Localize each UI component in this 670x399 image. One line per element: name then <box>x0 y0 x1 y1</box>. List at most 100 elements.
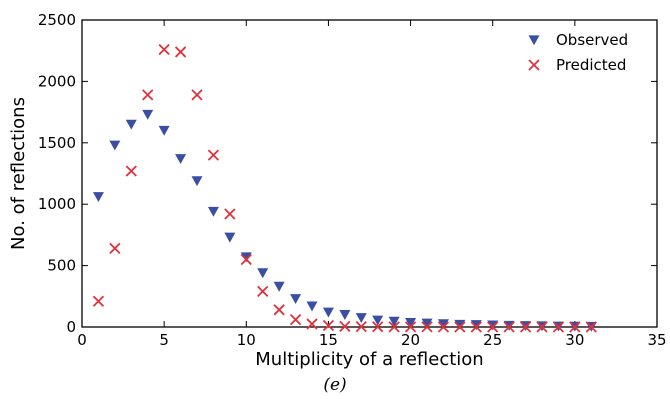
x-tick-label: 5 <box>159 331 169 349</box>
y-tick-label: 2500 <box>38 11 76 29</box>
x-marker-stroke <box>487 321 499 333</box>
x-marker-stroke <box>92 295 105 307</box>
predicted-point <box>191 89 203 101</box>
observed-point <box>125 119 137 130</box>
predicted-point <box>339 320 351 333</box>
x-tick-label: 10 <box>237 331 256 349</box>
x-marker-stroke <box>224 208 236 220</box>
predicted-point <box>404 321 417 333</box>
legend-predicted-marker <box>528 59 540 71</box>
x-marker-stroke <box>174 46 187 58</box>
predicted-point <box>355 320 367 333</box>
x-marker-stroke <box>322 319 335 332</box>
observed-point <box>273 281 285 292</box>
predicted-point <box>109 242 121 255</box>
x-marker-stroke <box>404 321 417 333</box>
legend-observed-marker <box>528 35 540 46</box>
observed-point <box>487 320 499 331</box>
predicted-point <box>372 321 384 333</box>
x-tick-label: 0 <box>77 331 87 349</box>
x-marker-stroke <box>421 321 433 333</box>
predicted-point <box>569 321 581 333</box>
predicted-point <box>158 43 170 56</box>
legend-entry-observed: Observed <box>528 31 628 49</box>
observed-point <box>224 232 236 243</box>
predicted-point <box>454 321 466 333</box>
observed-point <box>207 206 219 217</box>
x-marker-stroke <box>519 321 532 333</box>
predicted-point <box>536 321 548 333</box>
y-tick-label: 1000 <box>38 195 76 213</box>
observed-point <box>372 315 384 326</box>
observed-point <box>191 176 203 187</box>
y-tick-label: 500 <box>47 257 76 275</box>
x-marker-stroke <box>191 89 203 101</box>
x-marker-stroke <box>125 165 137 177</box>
x-marker-stroke <box>355 320 367 333</box>
predicted-point <box>421 321 433 333</box>
figure-caption: (e) <box>323 375 346 395</box>
observed-point <box>322 307 334 318</box>
observed-point <box>175 154 187 164</box>
observed-point <box>109 140 121 151</box>
x-marker-stroke <box>257 285 269 298</box>
x-marker-stroke <box>569 321 581 333</box>
y-axis-title: No. of reflections <box>8 97 29 250</box>
predicted-point <box>437 321 450 333</box>
series-observed <box>92 109 597 332</box>
y-tick-label: 0 <box>66 318 76 336</box>
x-marker-stroke <box>372 321 384 333</box>
x-marker-stroke <box>207 149 220 161</box>
predicted-point <box>519 321 532 333</box>
x-marker-stroke <box>109 242 121 255</box>
observed-point <box>470 320 482 331</box>
x-axis-title: Multiplicity of a reflection <box>255 349 483 370</box>
legend-label: Predicted <box>556 56 626 74</box>
legend-entry-predicted: Predicted <box>528 56 626 74</box>
x-marker-stroke <box>339 320 351 333</box>
predicted-point <box>207 149 220 161</box>
observed-point <box>454 319 466 330</box>
x-tick-label: 15 <box>319 331 338 349</box>
x-marker-stroke <box>536 321 548 333</box>
predicted-point <box>142 89 154 101</box>
observed-point <box>339 310 351 320</box>
predicted-point <box>289 313 302 326</box>
legend-label: Observed <box>556 31 628 49</box>
observed-point <box>437 319 449 330</box>
predicted-point <box>224 208 236 220</box>
y-tick-label: 1500 <box>38 134 76 152</box>
x-tick-label: 20 <box>401 331 420 349</box>
plot-area <box>81 19 658 328</box>
predicted-point <box>92 295 105 307</box>
predicted-point <box>552 321 565 333</box>
series-predicted <box>92 43 597 333</box>
x-marker-stroke <box>273 304 285 316</box>
predicted-point <box>306 318 318 330</box>
x-marker-stroke <box>437 321 450 333</box>
x-marker-stroke <box>528 59 540 71</box>
observed-point <box>290 294 302 304</box>
x-tick-label: 25 <box>483 331 502 349</box>
legend: Observed Predicted <box>528 31 628 74</box>
observed-point <box>142 109 154 120</box>
x-marker-stroke <box>240 253 252 266</box>
data-marks <box>92 43 597 333</box>
x-marker-stroke <box>158 43 170 56</box>
observed-point <box>405 318 417 328</box>
predicted-point <box>388 321 400 333</box>
predicted-point <box>585 321 597 333</box>
x-marker-stroke <box>289 313 302 326</box>
observed-point <box>388 316 400 327</box>
x-tick-label: 35 <box>647 331 666 349</box>
x-marker-stroke <box>388 321 400 333</box>
observed-point <box>257 268 269 279</box>
predicted-point <box>470 321 482 333</box>
predicted-point <box>503 321 515 333</box>
predicted-point <box>125 165 137 177</box>
x-marker-stroke <box>454 321 466 333</box>
x-marker-stroke <box>306 318 318 330</box>
predicted-point <box>487 321 499 333</box>
axis-ticks: 0 5 10 15 20 25 30 35 0 500 1000 1500 2000 2500 <box>38 11 667 349</box>
